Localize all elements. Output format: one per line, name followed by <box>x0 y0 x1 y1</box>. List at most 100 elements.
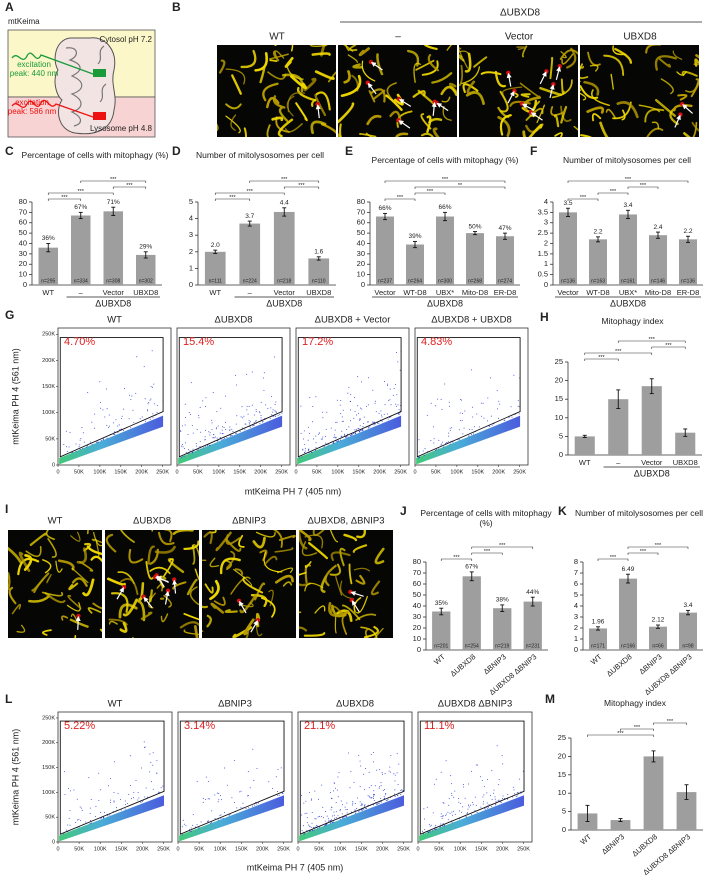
event-dot <box>449 405 451 407</box>
mitochondrion-strand <box>386 82 397 99</box>
event-dot <box>453 796 455 798</box>
mitochondrion-strand <box>284 123 303 133</box>
mitochondrion-strand <box>128 548 144 564</box>
event-dot <box>274 410 276 412</box>
event-dot <box>304 812 306 814</box>
event-dot <box>218 793 220 795</box>
arrow-head <box>350 591 356 596</box>
event-dot <box>395 405 397 407</box>
event-dot <box>378 412 380 414</box>
x-tick-label: 150K <box>352 469 365 475</box>
event-dot <box>207 821 209 823</box>
event-dot <box>213 437 215 439</box>
event-dot <box>358 412 360 414</box>
arrow-head <box>398 120 404 126</box>
arrow-head <box>156 575 162 581</box>
value-label: 2.12 <box>652 617 665 624</box>
event-dot <box>519 778 521 780</box>
event-dot <box>280 767 282 769</box>
significance-label: *** <box>615 349 622 355</box>
event-dot <box>91 421 93 423</box>
bar <box>619 578 637 650</box>
y-tick-label: 10 <box>413 634 421 643</box>
y-tick-label: 20 <box>555 376 563 385</box>
event-dot <box>309 826 311 828</box>
event-dot <box>129 755 131 757</box>
event-dot <box>487 397 489 399</box>
x-tick-label: WT <box>578 832 593 847</box>
event-dot <box>79 444 81 446</box>
event-dot <box>386 384 388 386</box>
event-dot <box>189 450 191 452</box>
event-dot <box>198 417 200 419</box>
event-dot <box>371 796 373 798</box>
event-dot <box>388 770 390 772</box>
bar <box>71 215 91 285</box>
event-dot <box>452 441 454 443</box>
diagram-title: mtKeima <box>8 17 40 26</box>
significance-bracket <box>597 558 629 561</box>
event-dot <box>499 403 501 405</box>
arrow-head <box>398 98 405 104</box>
event-dot <box>315 442 317 444</box>
event-dot <box>502 763 504 765</box>
event-dot <box>475 764 477 766</box>
mitochondrion-strand <box>28 595 51 603</box>
significance-bracket <box>584 352 653 355</box>
mitochondrion-strand <box>329 530 339 543</box>
event-dot <box>247 795 249 797</box>
event-dot <box>459 412 461 414</box>
event-dot <box>67 824 69 826</box>
event-dot <box>190 827 192 829</box>
x-tick-label: 250K <box>275 469 288 475</box>
event-dot <box>322 411 324 413</box>
x-tick-label: 100K <box>334 846 347 852</box>
event-dot <box>447 811 449 813</box>
event-dot <box>260 401 262 403</box>
mitochondrion-strand <box>45 530 55 541</box>
mitochondrion-strand <box>106 577 126 586</box>
mitochondrion-strand <box>272 50 280 62</box>
event-dot <box>353 432 355 434</box>
mitochondrion-strand <box>225 103 242 110</box>
event-dot <box>300 405 302 407</box>
event-dot <box>333 437 335 439</box>
image-label: – <box>395 32 401 43</box>
mitochondria-network <box>105 530 199 638</box>
event-dot <box>477 764 479 766</box>
mitochondrion-strand <box>673 104 693 112</box>
event-dot <box>183 448 185 450</box>
event-dot <box>244 423 246 425</box>
mitochondrion-strand <box>92 602 102 610</box>
gate-percent: 21.1% <box>304 720 335 732</box>
event-dot <box>388 400 390 402</box>
event-dot <box>367 421 369 423</box>
value-label: 4.4 <box>280 200 289 207</box>
mitochondrion-strand <box>262 82 279 102</box>
event-dot <box>331 806 333 808</box>
mitochondrion-strand <box>654 55 678 71</box>
mitochondrion-strand <box>99 628 102 633</box>
event-dot <box>502 795 504 797</box>
mitochondrion-strand <box>274 50 285 59</box>
event-dot <box>473 426 475 428</box>
red-excitation-wave <box>11 99 94 118</box>
event-dot <box>184 403 186 405</box>
mitochondrion-strand <box>239 593 258 614</box>
event-dot <box>380 782 382 784</box>
significance-bracket <box>384 198 416 201</box>
event-dot <box>221 799 223 801</box>
event-dot <box>208 798 210 800</box>
significance-label: *** <box>281 177 288 183</box>
event-dot <box>317 798 319 800</box>
mitochondrion-strand <box>591 113 602 122</box>
event-dot <box>188 453 190 455</box>
x-tick-label: 0 <box>296 846 299 852</box>
event-dot <box>442 441 444 443</box>
mitochondrion-strand <box>676 71 687 76</box>
arrow-head <box>549 84 555 90</box>
y-tick-label: 100K <box>42 790 55 796</box>
bar <box>675 432 696 455</box>
event-dot <box>324 810 326 812</box>
y-tick-label: 250K <box>42 715 55 721</box>
